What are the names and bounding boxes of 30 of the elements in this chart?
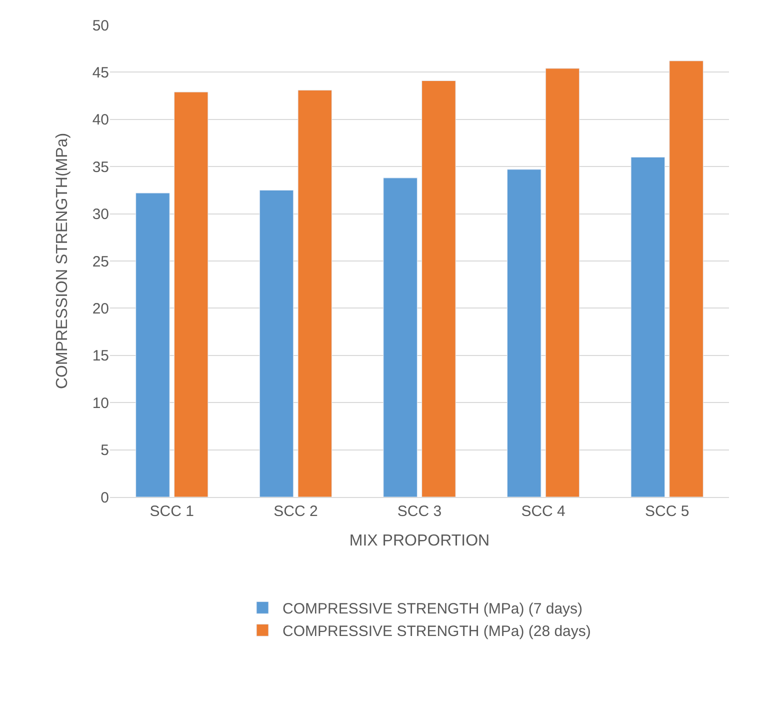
bar <box>422 80 456 497</box>
y-tick-label: 20 <box>92 300 109 318</box>
y-tick-label: 25 <box>92 253 109 270</box>
x-tick-label: SCC 5 <box>645 503 690 520</box>
y-tick-label: 0 <box>100 489 109 506</box>
bar <box>545 68 580 497</box>
x-tick-label: SCC 2 <box>274 503 318 520</box>
y-tick-label: 10 <box>92 394 109 412</box>
bar <box>630 156 666 497</box>
legend-label: COMPRESSIVE STRENGTH (MPa) (28 days) <box>282 623 591 640</box>
legend-label: COMPRESSIVE STRENGTH (MPa) (7 days) <box>282 600 583 618</box>
y-tick-label: 15 <box>92 348 109 365</box>
y-tick-label: 35 <box>92 158 109 176</box>
bar <box>383 178 418 497</box>
x-tick-label: SCC 1 <box>150 503 194 520</box>
bar <box>298 90 332 497</box>
bar <box>669 60 704 497</box>
y-tick-label: 40 <box>92 112 109 129</box>
y-tick-label: 50 <box>92 17 109 34</box>
y-tick-label: 45 <box>92 64 109 82</box>
bar <box>174 92 208 497</box>
y-tick-label: 5 <box>100 442 109 460</box>
x-tick-label: SCC 4 <box>521 503 566 520</box>
y-axis-title: COMPRESSION STRENGTH(MPa) <box>54 132 72 390</box>
x-tick-label: SCC 3 <box>397 503 442 520</box>
bar <box>136 192 170 497</box>
y-tick-label: 30 <box>92 206 109 224</box>
bar <box>259 190 294 497</box>
x-axis-title: MIX PROPORTION <box>349 532 490 550</box>
bar <box>506 169 542 497</box>
